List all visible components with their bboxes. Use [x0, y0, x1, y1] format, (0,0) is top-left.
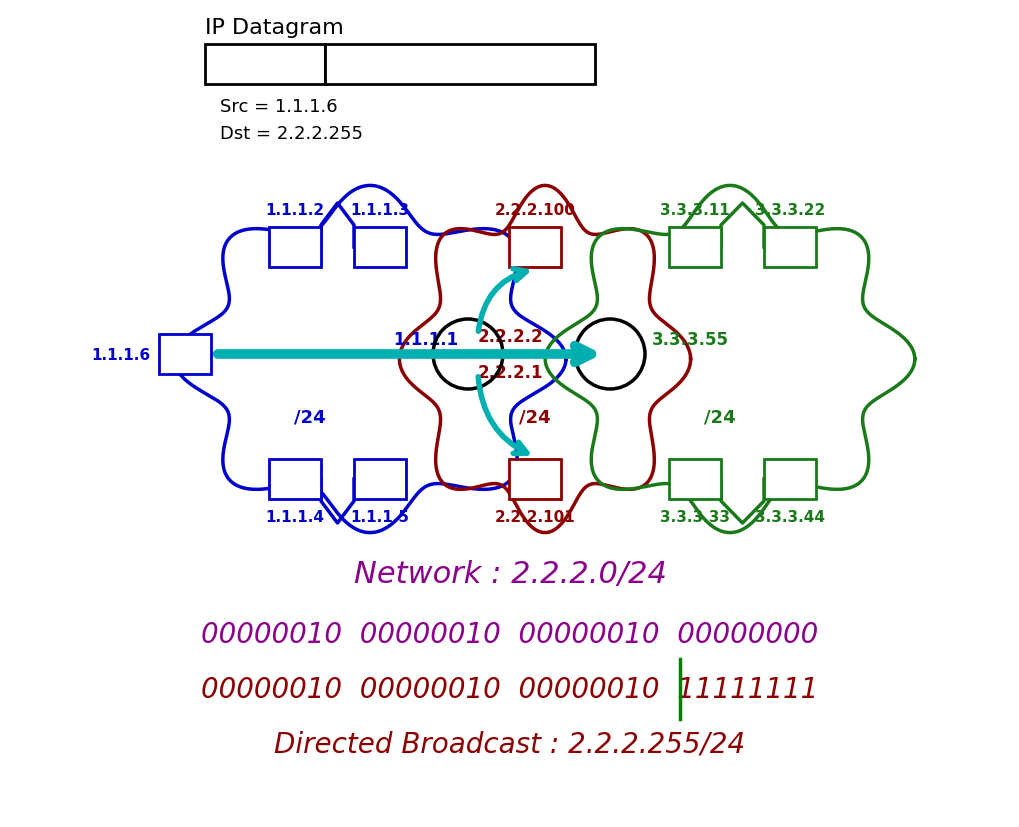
Bar	[269, 227, 321, 268]
Bar	[668, 460, 720, 500]
Bar	[763, 227, 815, 268]
Bar	[354, 460, 406, 500]
Text: /24: /24	[293, 409, 325, 427]
Bar	[668, 227, 720, 268]
Text: 1.1.1.6: 1.1.1.6	[91, 347, 150, 362]
Text: Directed Broadcast : 2.2.2.255/24: Directed Broadcast : 2.2.2.255/24	[274, 730, 745, 758]
Bar	[159, 335, 211, 375]
Text: IP Datagram: IP Datagram	[205, 18, 343, 38]
Text: 3.3.3.55: 3.3.3.55	[651, 331, 729, 348]
Text: 1.1.1.1: 1.1.1.1	[392, 331, 458, 348]
Bar	[763, 460, 815, 500]
Text: 3.3.3.33: 3.3.3.33	[659, 509, 730, 524]
Text: Network : 2.2.2.0/24: Network : 2.2.2.0/24	[354, 560, 665, 589]
Text: 1.1.1.3: 1.1.1.3	[351, 203, 409, 218]
Text: /24: /24	[519, 409, 550, 427]
Bar	[325, 45, 594, 85]
Text: Dst = 2.2.2.255: Dst = 2.2.2.255	[220, 125, 363, 143]
Bar	[269, 460, 321, 500]
Text: 2.2.2.101: 2.2.2.101	[494, 509, 575, 524]
Bar	[508, 460, 560, 500]
Text: Data: Data	[436, 55, 483, 74]
Bar	[205, 45, 325, 85]
Text: Header: Header	[229, 55, 301, 74]
Text: 1.1.1.5: 1.1.1.5	[351, 509, 409, 524]
Text: Src = 1.1.1.6: Src = 1.1.1.6	[220, 98, 337, 116]
Text: 1.1.1.2: 1.1.1.2	[265, 203, 324, 218]
Text: 2.2.2.100: 2.2.2.100	[494, 203, 575, 218]
Text: 3.3.3.11: 3.3.3.11	[659, 203, 730, 218]
Text: 00000010  00000010  00000010  11111111: 00000010 00000010 00000010 11111111	[201, 675, 818, 703]
Text: 1.1.1.4: 1.1.1.4	[265, 509, 324, 524]
Text: 3.3.3.22: 3.3.3.22	[754, 203, 824, 218]
Text: 3.3.3.44: 3.3.3.44	[754, 509, 824, 524]
Text: /24: /24	[703, 409, 735, 427]
Text: 2.2.2.1: 2.2.2.1	[478, 364, 543, 381]
Text: 2.2.2.2: 2.2.2.2	[478, 327, 543, 346]
Text: 00000010  00000010  00000010  00000000: 00000010 00000010 00000010 00000000	[201, 620, 818, 648]
Bar	[354, 227, 406, 268]
Bar	[508, 227, 560, 268]
